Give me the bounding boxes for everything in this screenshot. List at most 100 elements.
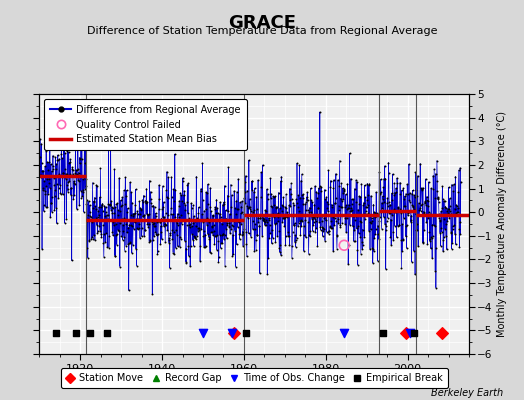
- Point: [102, 212, 111, 218]
- Y-axis label: Monthly Temperature Anomaly Difference (°C): Monthly Temperature Anomaly Difference (…: [497, 111, 507, 337]
- Point: [275, 228, 283, 234]
- Point: [276, 178, 285, 184]
- Point: [359, 211, 368, 217]
- Point: [317, 184, 325, 190]
- Point: [319, 225, 327, 231]
- Point: [125, 222, 134, 228]
- Point: [406, 190, 414, 196]
- Point: [280, 214, 289, 221]
- Point: [421, 199, 429, 205]
- Point: [189, 243, 198, 249]
- Point: [41, 163, 49, 170]
- Point: [224, 164, 233, 171]
- Point: [187, 242, 195, 249]
- Point: [126, 179, 134, 186]
- Point: [72, 330, 80, 336]
- Point: [343, 181, 352, 187]
- Point: [199, 197, 207, 203]
- Point: [427, 185, 435, 192]
- Point: [181, 258, 190, 265]
- Point: [352, 199, 360, 205]
- Point: [151, 210, 160, 216]
- Point: [407, 217, 415, 224]
- Point: [352, 177, 360, 183]
- Point: [441, 203, 450, 210]
- Point: [328, 225, 336, 231]
- Point: [93, 228, 102, 234]
- Point: [247, 208, 255, 214]
- Point: [95, 222, 104, 229]
- Point: [395, 222, 403, 228]
- Point: [280, 214, 288, 221]
- Point: [56, 182, 64, 188]
- Point: [347, 176, 355, 182]
- Point: [373, 210, 381, 216]
- Point: [103, 216, 112, 222]
- Point: [404, 210, 412, 216]
- Point: [251, 221, 259, 227]
- Point: [402, 222, 411, 228]
- Point: [445, 215, 453, 221]
- Point: [284, 233, 292, 240]
- Point: [292, 235, 301, 241]
- Point: [312, 188, 321, 195]
- Point: [239, 243, 247, 249]
- Point: [35, 162, 43, 169]
- Point: [99, 240, 107, 246]
- Point: [332, 170, 340, 177]
- Point: [430, 194, 439, 201]
- Point: [188, 223, 196, 230]
- Point: [250, 185, 259, 192]
- Point: [454, 209, 462, 216]
- Point: [403, 212, 412, 218]
- Point: [39, 185, 47, 191]
- Point: [372, 226, 380, 232]
- Point: [123, 229, 131, 236]
- Point: [339, 185, 347, 191]
- Point: [124, 241, 132, 248]
- Point: [254, 177, 262, 183]
- Point: [262, 208, 270, 215]
- Point: [417, 208, 425, 214]
- Point: [83, 254, 92, 261]
- Point: [272, 219, 281, 226]
- Point: [349, 196, 357, 202]
- Point: [276, 249, 284, 255]
- Point: [235, 218, 243, 224]
- Point: [182, 260, 191, 267]
- Point: [332, 232, 341, 239]
- Point: [180, 200, 188, 206]
- Point: [192, 173, 201, 180]
- Point: [345, 150, 354, 156]
- Point: [362, 208, 370, 214]
- Point: [256, 214, 264, 221]
- Point: [140, 233, 148, 239]
- Point: [76, 160, 84, 166]
- Point: [204, 201, 212, 207]
- Point: [446, 210, 455, 217]
- Point: [188, 237, 196, 243]
- Point: [314, 204, 323, 211]
- Point: [125, 240, 133, 247]
- Point: [394, 223, 402, 229]
- Point: [76, 156, 84, 162]
- Point: [220, 199, 228, 206]
- Point: [129, 212, 138, 219]
- Point: [230, 330, 238, 336]
- Point: [189, 220, 197, 226]
- Point: [247, 178, 256, 184]
- Point: [315, 218, 323, 225]
- Point: [51, 187, 59, 193]
- Point: [57, 142, 66, 149]
- Point: [335, 182, 344, 189]
- Point: [148, 291, 157, 297]
- Point: [253, 232, 261, 238]
- Point: [371, 210, 379, 216]
- Point: [117, 202, 125, 209]
- Point: [176, 234, 184, 240]
- Point: [92, 222, 101, 228]
- Point: [345, 202, 353, 208]
- Point: [387, 242, 396, 248]
- Point: [38, 160, 46, 166]
- Point: [292, 196, 300, 203]
